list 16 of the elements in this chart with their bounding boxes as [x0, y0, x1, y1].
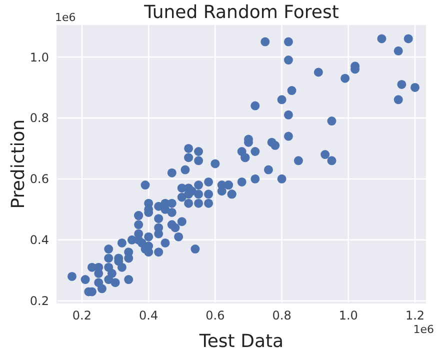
x-axis-title: Test Data [198, 331, 284, 352]
y-tick-label: 0.6 [30, 172, 49, 186]
y-tick-label: 0.2 [30, 294, 49, 308]
x-tick-label: 1.2 [405, 308, 425, 323]
x-tick-label: 0.4 [139, 308, 158, 323]
x-tick-label: 0.2 [72, 308, 92, 323]
y-tick-label: 0.8 [30, 111, 49, 126]
y-tick-label: 1.0 [30, 50, 49, 64]
text: 1e6 [55, 11, 76, 24]
y-axis-title: Prediction [8, 119, 29, 209]
text: 1e6 [413, 323, 434, 336]
y-tick-label: 0.4 [30, 233, 49, 248]
chart-title: Tuned Random Forest [143, 2, 339, 23]
x-tick-label: 0.6 [206, 308, 225, 323]
x-tick-label: 1.0 [338, 308, 358, 323]
x-tick-label: 0.8 [272, 308, 292, 323]
